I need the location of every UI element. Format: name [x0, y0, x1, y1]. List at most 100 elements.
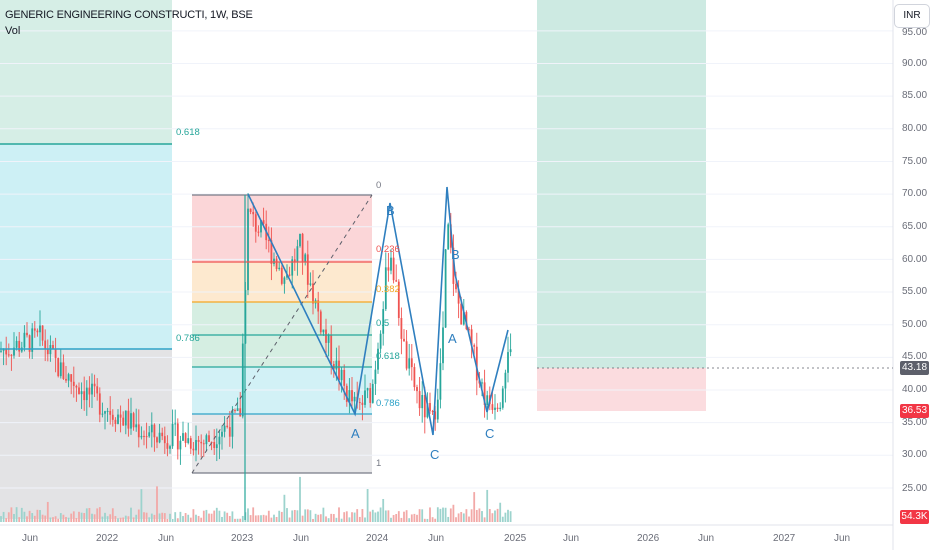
candle-body — [239, 408, 242, 417]
candle-body — [457, 289, 460, 304]
candle-body — [59, 362, 62, 377]
volume-bar — [351, 512, 353, 522]
fib-level-05: 0.5 — [376, 318, 389, 329]
candle-body — [473, 345, 476, 347]
volume-bar — [273, 514, 275, 522]
candle-body — [452, 247, 455, 284]
candle-body — [213, 442, 216, 448]
candle-body — [358, 402, 361, 404]
price-tick: 50.00 — [902, 319, 927, 330]
candle-body — [423, 395, 426, 418]
candle-body — [257, 231, 260, 233]
candle-body — [62, 362, 65, 379]
candle-body — [184, 433, 187, 443]
drawings — [0, 143, 893, 520]
volume-bar — [10, 507, 13, 522]
price-tick: 80.00 — [902, 123, 927, 134]
volume-bar — [187, 514, 190, 522]
volume-bar — [483, 517, 486, 522]
volume-bar — [132, 517, 135, 522]
candle-body — [122, 417, 125, 426]
volume-bar — [335, 517, 338, 522]
candle-body — [434, 411, 437, 420]
candle-body — [236, 408, 239, 411]
candle-body — [114, 419, 117, 424]
volume-bar — [288, 517, 291, 522]
volume-bar — [509, 511, 512, 522]
candle-body — [0, 350, 2, 352]
candle-body — [447, 224, 450, 250]
volume-bar — [439, 508, 442, 522]
candle-body — [296, 246, 299, 262]
volume-legend[interactable]: Vol — [5, 25, 21, 37]
volume-bar — [54, 516, 57, 522]
candle-body — [496, 407, 499, 410]
volume-bar — [410, 514, 413, 522]
symbol-title[interactable]: GENERIC ENGINEERING CONSTRUCTI, 1W, BSE — [5, 9, 253, 21]
price-tick: 45.00 — [902, 351, 927, 362]
volume-bar — [65, 517, 67, 522]
candle-body — [31, 328, 34, 352]
candle-body — [205, 435, 208, 445]
volume-bar — [397, 511, 400, 522]
price-tick: 30.00 — [902, 449, 927, 460]
volume-bar — [124, 515, 127, 522]
candle-body — [15, 340, 18, 348]
price-axis[interactable]: 95.00 90.00 85.00 80.00 75.00 70.00 65.0… — [902, 27, 927, 494]
candle-body — [364, 390, 366, 405]
time-tick: 2025 — [504, 533, 527, 544]
volume-bar — [340, 518, 343, 522]
candle-body — [187, 438, 190, 443]
candle-body — [54, 348, 57, 359]
volume-bar — [390, 517, 392, 522]
candle-body — [46, 349, 49, 355]
volume-bar — [332, 514, 335, 522]
volume-bar — [33, 515, 36, 522]
volume-bar — [176, 518, 179, 522]
price-tick: 70.00 — [902, 188, 927, 199]
volume-bar — [462, 513, 465, 522]
volume-bar — [135, 514, 138, 522]
time-axis[interactable]: Jun 2022 Jun 2023 Jun 2024 Jun 2025 Jun … — [22, 533, 850, 544]
volume-bar — [0, 516, 2, 522]
volume-bar — [231, 511, 234, 522]
volume-bar — [130, 507, 132, 522]
candle-body — [85, 387, 88, 401]
time-tick: 2024 — [366, 533, 389, 544]
volume-bar — [304, 509, 307, 522]
candle-body — [304, 254, 307, 262]
candle-body — [223, 425, 226, 432]
currency-button[interactable]: INR — [894, 4, 930, 28]
volume-bar — [106, 516, 109, 522]
volume-bar — [293, 509, 296, 522]
candle-body — [353, 396, 356, 402]
time-tick: 2027 — [773, 533, 796, 544]
volume-bar — [382, 498, 385, 522]
volume-bar — [358, 516, 361, 522]
wave-path — [247, 186, 509, 436]
volume-bar — [418, 509, 421, 522]
candle-body — [158, 432, 161, 443]
volume-bar — [156, 486, 158, 522]
volume-bar — [452, 504, 455, 522]
price-tick: 65.00 — [902, 221, 927, 232]
candle-body — [70, 374, 73, 382]
candle-body — [322, 329, 325, 333]
volume-bar — [429, 507, 431, 522]
candle-body — [41, 325, 44, 341]
candle-body — [153, 424, 156, 438]
time-tick: 2022 — [96, 533, 119, 544]
candle-body — [254, 214, 257, 232]
volume-bar — [504, 512, 507, 522]
volume-bar — [163, 513, 166, 522]
candle-body — [299, 233, 301, 247]
volume-bar — [468, 516, 470, 522]
volume-bar — [59, 513, 62, 522]
candle-body — [317, 300, 320, 312]
candle-body — [88, 387, 91, 395]
candle-body — [301, 233, 304, 262]
candle-body — [267, 240, 270, 242]
volume-bar — [241, 515, 244, 522]
volume-bar — [267, 510, 270, 522]
